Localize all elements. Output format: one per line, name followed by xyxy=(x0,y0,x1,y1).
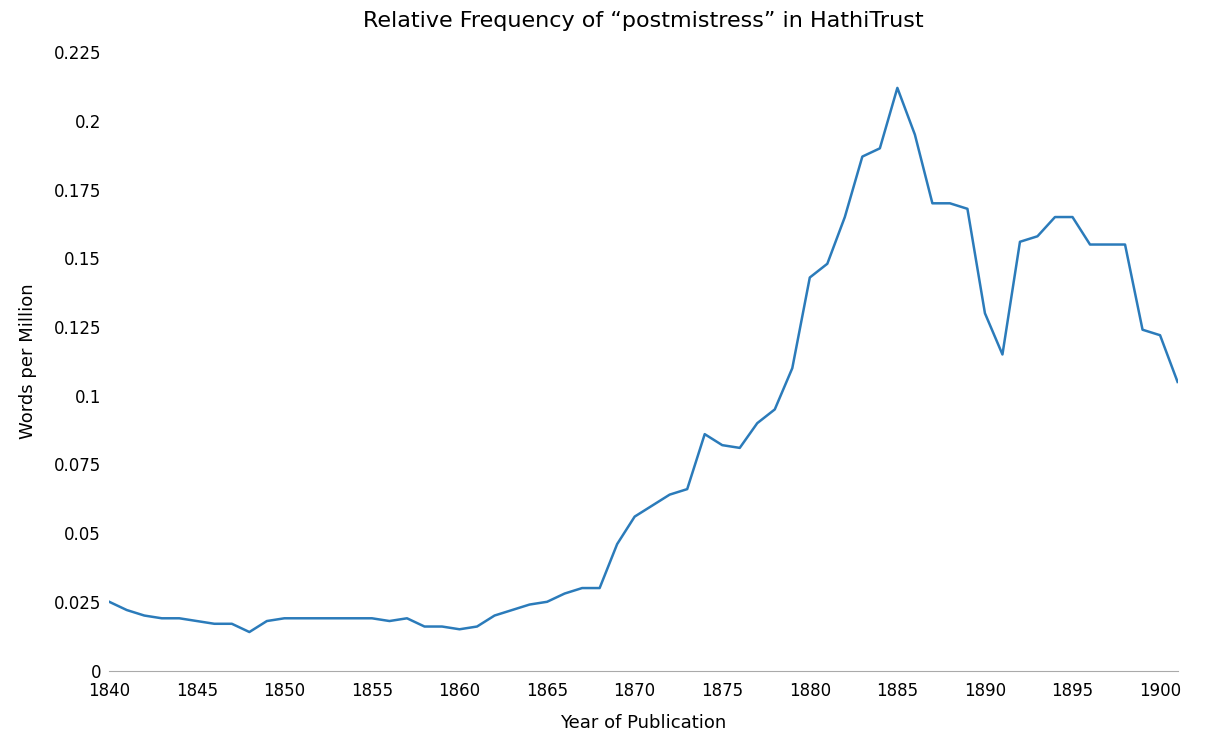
Title: Relative Frequency of “postmistress” in HathiTrust: Relative Frequency of “postmistress” in … xyxy=(363,11,924,31)
X-axis label: Year of Publication: Year of Publication xyxy=(561,714,726,732)
Y-axis label: Words per Million: Words per Million xyxy=(18,284,36,439)
